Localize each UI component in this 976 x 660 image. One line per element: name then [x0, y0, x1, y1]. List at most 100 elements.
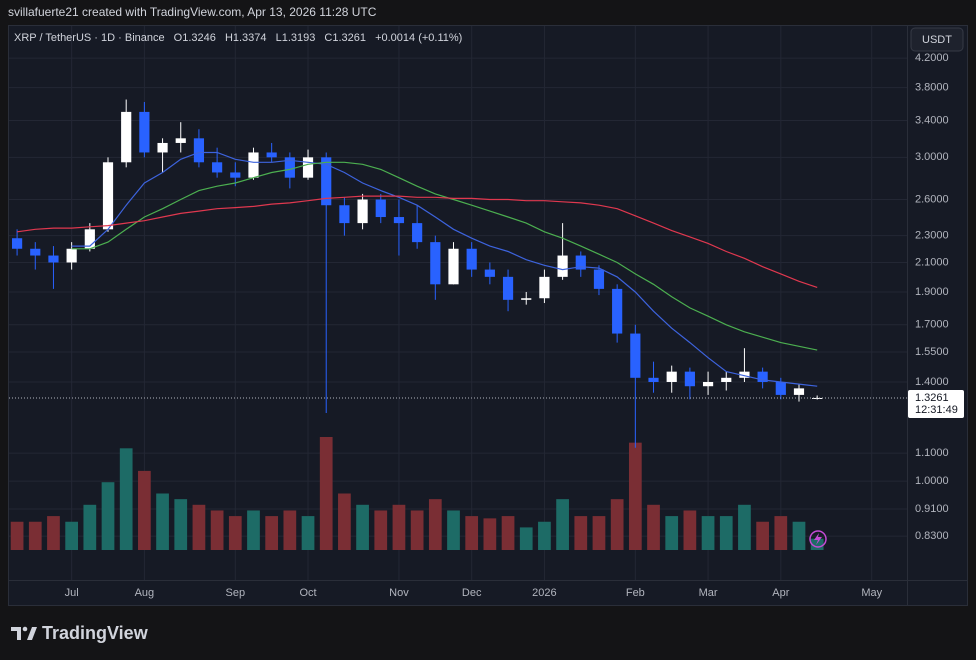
moving-average-line — [71, 151, 818, 387]
volume-bar — [65, 521, 79, 550]
brand-name: TradingView — [42, 623, 149, 643]
candle-body — [393, 217, 405, 224]
candle-body — [593, 269, 605, 289]
volume-bar — [483, 518, 497, 550]
volume-bar — [501, 516, 515, 550]
y-tick-label: 1.9000 — [915, 286, 949, 298]
low-text: L1.3193 — [276, 32, 316, 44]
candle-body — [466, 248, 477, 270]
candle-body — [339, 205, 350, 224]
volume-layer — [10, 437, 824, 550]
candle-body — [102, 162, 114, 230]
volume-bar — [392, 504, 406, 550]
volume-bar — [465, 516, 479, 550]
volume-bar — [138, 470, 151, 550]
volume-bar — [174, 499, 188, 550]
volume-bar — [119, 448, 133, 550]
x-tick-label: Jul — [65, 587, 79, 599]
volume-bar — [447, 510, 460, 550]
candle-body — [66, 248, 77, 263]
volume-bar — [283, 510, 297, 550]
symbol: XRP / TetherUS · 1D · Binance — [14, 32, 165, 44]
x-tick-label: May — [861, 587, 882, 599]
volume-bar — [792, 521, 806, 550]
volume-bar — [701, 516, 715, 550]
volume-bar — [356, 504, 369, 550]
candle-body — [630, 333, 641, 378]
volume-bar — [47, 516, 60, 550]
volume-bar — [556, 499, 569, 550]
x-tick-label: Feb — [626, 587, 645, 599]
candle-body — [612, 288, 623, 334]
candle-body — [812, 397, 823, 399]
volume-bar — [756, 521, 769, 550]
candle-body — [430, 242, 441, 285]
last-price-label: 1.3261 — [915, 392, 949, 404]
candle-body — [412, 223, 423, 243]
volume-bar — [610, 499, 624, 550]
x-tick-label: Aug — [135, 587, 155, 599]
volume-bar — [374, 510, 388, 550]
candle-body — [448, 248, 459, 285]
volume-bar — [683, 510, 697, 550]
close-text: C1.3261 — [324, 32, 366, 44]
volume-bar — [265, 516, 279, 550]
y-tick-label: 0.8300 — [915, 530, 949, 542]
candle-body — [721, 377, 732, 382]
symbol-legend: XRP / TetherUS · 1D · Binance O1.3246 H1… — [14, 32, 462, 44]
candle-body — [321, 157, 332, 206]
y-tick-label: 3.0000 — [915, 151, 949, 163]
volume-bar — [592, 516, 606, 550]
candle-body — [757, 371, 768, 382]
countdown-label: 12:31:49 — [915, 404, 958, 416]
candle-body — [539, 276, 550, 299]
candle-body — [157, 142, 168, 153]
candle-body — [230, 172, 241, 178]
x-tick-label: Nov — [389, 587, 409, 599]
volume-bar — [338, 493, 351, 550]
x-tick-label: Dec — [462, 587, 482, 599]
last-price-box — [908, 389, 964, 418]
y-tick-label: 3.4000 — [915, 114, 949, 126]
y-tick-label: 3.8000 — [915, 82, 949, 94]
volume-bar — [574, 516, 588, 550]
volume-bar — [774, 516, 788, 550]
candle-body — [484, 269, 495, 277]
high-text: H1.3374 — [225, 32, 267, 44]
candle-body — [212, 162, 223, 173]
creator-note: svillafuerte21 created with TradingView.… — [8, 5, 377, 19]
candle-body — [793, 388, 805, 395]
candle-body — [739, 371, 750, 378]
candle-body — [775, 381, 786, 395]
volume-bar — [247, 510, 260, 550]
volume-bar — [628, 442, 642, 550]
volume-bar — [101, 482, 115, 550]
volume-bar — [519, 527, 533, 550]
volume-bar — [428, 499, 442, 550]
currency-label[interactable]: USDT — [922, 34, 952, 46]
moving-average-line — [71, 161, 818, 351]
volume-bar — [156, 493, 169, 550]
volume-bar — [10, 521, 24, 550]
candle-body — [302, 157, 314, 178]
candle-body — [502, 276, 514, 300]
candle-body — [193, 138, 205, 163]
label-layer: 0.8300 0.9100 1.0000 1.1000 1.4000 1.5500 1.70… — [9, 52, 964, 599]
volume-bar — [28, 521, 42, 550]
volume-bar — [210, 510, 224, 550]
open-text: O1.3246 — [174, 32, 216, 44]
candle-body — [684, 371, 695, 387]
volume-bar — [410, 510, 424, 550]
volume-bar — [301, 516, 315, 550]
brand-logo — [11, 626, 37, 640]
candle-body — [175, 138, 186, 143]
y-tick-label: 1.7000 — [915, 319, 949, 331]
currency-button[interactable] — [910, 27, 964, 52]
y-tick-label: 1.0000 — [915, 475, 949, 487]
x-tick-label: Apr — [772, 587, 789, 599]
volume-bar — [319, 437, 333, 550]
volume-bar — [228, 516, 242, 550]
y-tick-label: 1.5500 — [915, 346, 949, 358]
change-text: +0.0014 (+0.11%) — [375, 32, 462, 44]
